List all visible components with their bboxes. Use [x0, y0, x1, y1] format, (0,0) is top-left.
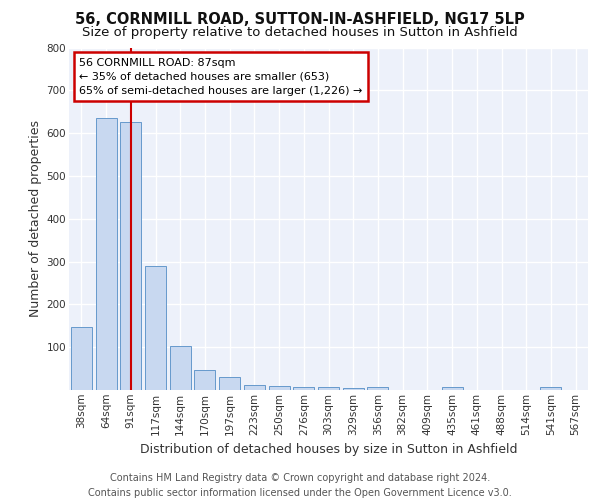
- Bar: [269, 386, 290, 390]
- Bar: [120, 122, 141, 390]
- Bar: [170, 346, 191, 390]
- Y-axis label: Number of detached properties: Number of detached properties: [29, 120, 43, 318]
- Bar: [343, 388, 364, 390]
- Bar: [145, 266, 166, 390]
- Bar: [244, 385, 265, 390]
- Text: 56, CORNMILL ROAD, SUTTON-IN-ASHFIELD, NG17 5LP: 56, CORNMILL ROAD, SUTTON-IN-ASHFIELD, N…: [75, 12, 525, 28]
- Bar: [541, 386, 562, 390]
- Text: Size of property relative to detached houses in Sutton in Ashfield: Size of property relative to detached ho…: [82, 26, 518, 39]
- Bar: [367, 386, 388, 390]
- Bar: [71, 326, 92, 390]
- Text: 56 CORNMILL ROAD: 87sqm
← 35% of detached houses are smaller (653)
65% of semi-d: 56 CORNMILL ROAD: 87sqm ← 35% of detache…: [79, 58, 363, 96]
- Bar: [219, 377, 240, 390]
- Text: Contains HM Land Registry data © Crown copyright and database right 2024.
Contai: Contains HM Land Registry data © Crown c…: [88, 472, 512, 498]
- Bar: [318, 388, 339, 390]
- Bar: [442, 386, 463, 390]
- Bar: [194, 370, 215, 390]
- Bar: [95, 118, 116, 390]
- Bar: [293, 387, 314, 390]
- X-axis label: Distribution of detached houses by size in Sutton in Ashfield: Distribution of detached houses by size …: [140, 443, 517, 456]
